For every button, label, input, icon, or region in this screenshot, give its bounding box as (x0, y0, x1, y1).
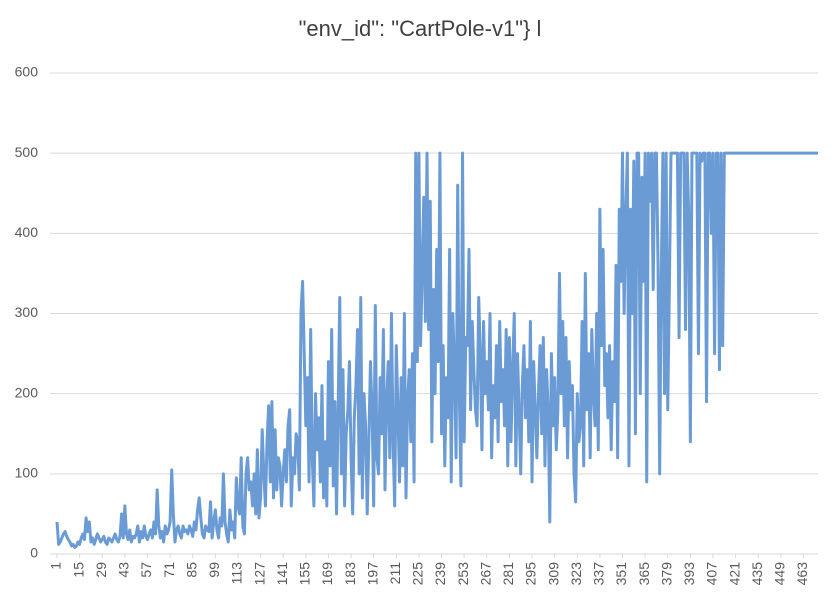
x-tick-label: 113 (229, 562, 245, 585)
x-tick-label: 71 (161, 562, 177, 578)
x-tick-label: 421 (726, 562, 742, 586)
y-tick-label: 600 (15, 64, 39, 80)
x-tick-label: 435 (749, 562, 765, 586)
x-tick-label: 197 (364, 562, 380, 586)
x-tick-label: 141 (274, 562, 290, 586)
y-tick-label: 100 (15, 465, 39, 481)
data-line (55, 151, 818, 550)
x-tick-label: 281 (500, 562, 516, 586)
x-tick-label: 85 (183, 562, 199, 578)
x-tick-label: 407 (704, 562, 720, 586)
x-tick-label: 337 (591, 562, 607, 586)
x-tick-label: 239 (432, 562, 448, 586)
x-tick-label: 253 (455, 562, 471, 586)
x-tick-label: 323 (568, 562, 584, 586)
x-tick-label: 57 (138, 562, 154, 578)
x-tick-label: 43 (116, 562, 132, 578)
chart-title: "env_id": "CartPole-v1"} l (299, 16, 542, 41)
x-tick-label: 393 (681, 562, 697, 586)
x-tick-label: 225 (410, 562, 426, 586)
y-tick-label: 500 (15, 144, 39, 160)
x-tick-label: 267 (477, 562, 493, 586)
x-tick-label: 295 (523, 562, 539, 586)
y-tick-label: 400 (15, 224, 39, 240)
x-tick-label: 449 (772, 562, 788, 586)
x-tick-label: 463 (794, 562, 810, 586)
x-tick-label: 127 (251, 562, 267, 586)
x-tick-label: 365 (636, 562, 652, 586)
x-tick-label: 379 (658, 562, 674, 586)
x-tick-label: 1 (48, 562, 64, 570)
x-tick-label: 99 (206, 562, 222, 578)
x-tick-label: 183 (342, 562, 358, 586)
x-tick-label: 15 (70, 562, 86, 578)
y-tick-label: 200 (15, 384, 39, 400)
x-tick-label: 211 (387, 562, 403, 585)
x-tick-label: 155 (297, 562, 313, 586)
x-tick-label: 351 (613, 562, 629, 586)
y-tick-label: 300 (15, 304, 39, 320)
x-tick-label: 309 (545, 562, 561, 586)
x-tick-label: 169 (319, 562, 335, 586)
y-tick-label: 0 (30, 545, 38, 561)
x-tick-label: 29 (93, 562, 109, 578)
